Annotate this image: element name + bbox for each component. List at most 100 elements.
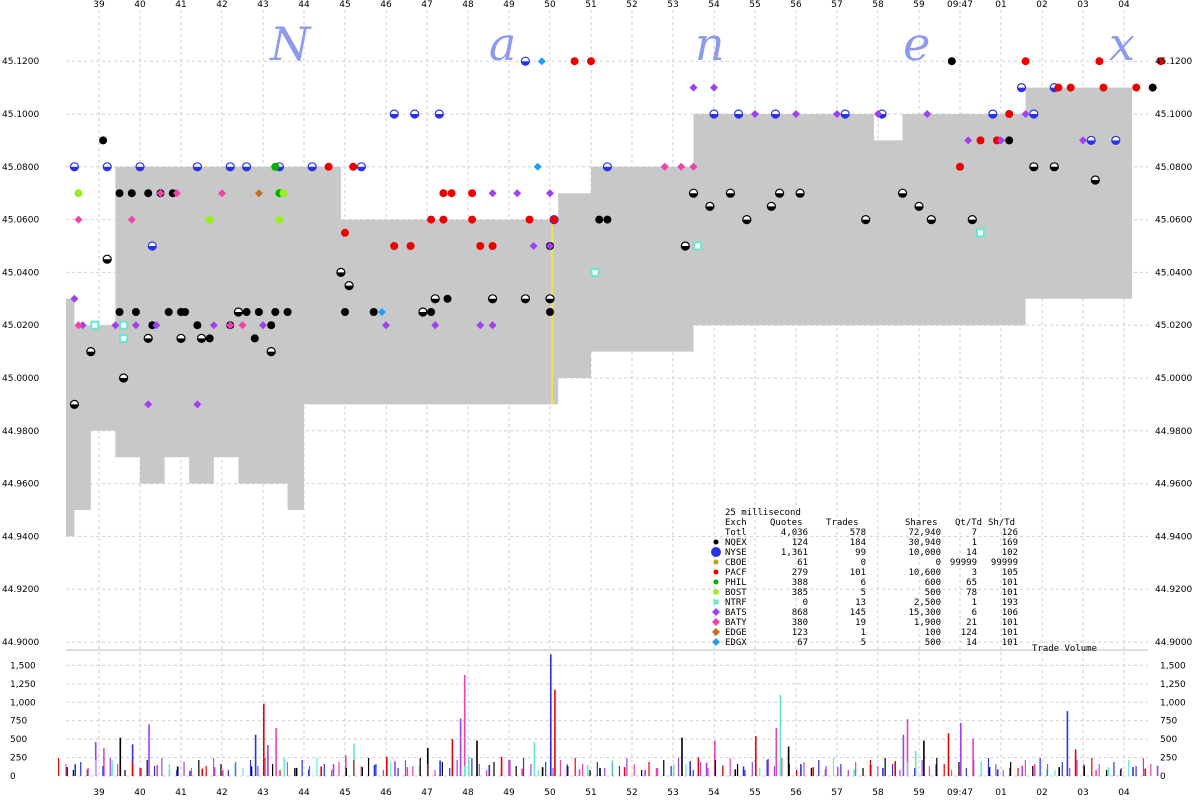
marker-ntrf <box>119 320 129 330</box>
marker-ntrf <box>90 320 100 330</box>
marker-nqex-quote-half <box>103 259 112 264</box>
volume-bar-base <box>227 770 229 776</box>
legend-cell: 0 <box>861 558 866 568</box>
x-tick-label-top: 02 <box>1036 0 1047 10</box>
legend-cell: BOST <box>725 588 747 598</box>
x-tick-label-top: 57 <box>831 0 842 10</box>
volume-bar <box>972 738 974 776</box>
marker-nqex <box>131 308 140 316</box>
marker-bats <box>546 189 554 198</box>
marker-bats <box>792 110 800 118</box>
volume-bar <box>222 770 224 776</box>
legend-cell: 102 <box>1002 548 1018 558</box>
volume-bar <box>644 770 646 776</box>
marker-nqex <box>595 215 604 224</box>
volume-bar-base <box>80 762 82 776</box>
marker-nyse-half <box>390 114 399 118</box>
volume-bar <box>988 767 991 776</box>
volume-bar-base <box>508 760 510 776</box>
marker-bats <box>923 110 932 118</box>
volume-bar-base <box>257 766 259 776</box>
volume-bar-base <box>397 768 399 776</box>
marker-nqex <box>271 308 280 316</box>
marker-nqex <box>168 189 177 198</box>
volume-bar <box>734 769 737 776</box>
volume-bar-base <box>427 764 429 776</box>
legend-header: Qt/Td <box>955 518 982 528</box>
marker-nyse-half <box>734 114 743 118</box>
marker-nqex-quote-half <box>681 246 690 250</box>
marker-nqex <box>341 308 349 316</box>
marker-bats <box>152 321 161 330</box>
volume-bar-base <box>1076 760 1078 776</box>
marker-nqex-quote-half <box>775 193 784 198</box>
price-tick-label-right: 44.9800 <box>1155 427 1192 437</box>
legend-cell: 385 <box>792 588 808 598</box>
legend-swatch <box>713 559 719 565</box>
quote-trade-markers <box>69 56 1165 409</box>
legend-cell: 101 <box>1002 618 1018 628</box>
marker-baty <box>156 189 165 198</box>
legend-swatch <box>713 539 719 545</box>
volume-bar <box>1066 711 1069 776</box>
legend-cell: BATY <box>725 618 747 628</box>
marker-nyse-half <box>136 166 144 171</box>
x-tick-label-bottom: 03 <box>1077 788 1088 798</box>
volume-bar-base <box>94 760 97 776</box>
legend-cell: 3 <box>972 568 977 578</box>
volume-bar-base <box>308 766 311 776</box>
volume-bar <box>345 755 347 776</box>
marker-pacf <box>1095 57 1104 66</box>
x-tick-label-bottom: 47 <box>421 788 432 798</box>
volume-bar <box>94 742 97 776</box>
legend-cell: 99999 <box>991 558 1018 568</box>
legend-header: Sh/Td <box>988 518 1015 528</box>
volume-bar-base <box>1128 760 1130 776</box>
legend-cell: 4,036 <box>781 528 808 538</box>
legend-cell: 0 <box>803 598 808 608</box>
marker-nqex <box>369 308 378 316</box>
marker-nqex <box>603 215 612 224</box>
marker-bats <box>488 321 497 330</box>
volume-bar-base <box>596 762 598 776</box>
volume-bar-base <box>1098 764 1100 776</box>
x-tick-label-bottom: 44 <box>298 788 310 798</box>
marker-nyse-half <box>242 166 251 171</box>
marker-nqex-quote-half <box>1050 166 1059 171</box>
legend-cell: 30,940 <box>908 538 941 548</box>
marker-bats <box>259 321 267 330</box>
volume-bar <box>275 728 277 776</box>
marker-nqex-quote-half <box>742 219 751 224</box>
volume-bar-base <box>58 758 60 776</box>
volume-bar-base <box>928 766 931 776</box>
legend-cell: EDGX <box>725 638 747 648</box>
volume-bar-base <box>131 762 133 776</box>
marker-nqex-quote-half <box>1029 166 1038 171</box>
marker-bats <box>529 242 538 250</box>
marker-bats <box>833 110 841 118</box>
volume-bar <box>439 760 441 776</box>
marker-nyse-half <box>521 61 530 66</box>
marker-nqex <box>283 308 292 316</box>
volume-tick-label-right: 250 <box>1160 754 1177 764</box>
volume-bar <box>406 767 409 776</box>
x-tick-label-top: 54 <box>708 0 720 10</box>
volume-bar-base <box>1091 758 1093 776</box>
marker-nyse-half <box>308 166 317 171</box>
x-tick-label-top: 01 <box>995 0 1006 10</box>
volume-bar-base <box>891 764 894 776</box>
x-tick-label-top: 42 <box>216 0 227 10</box>
volume-bar <box>361 767 363 776</box>
marker-nyse-half <box>148 246 157 250</box>
marker-nqex-quote-half <box>267 351 276 356</box>
marker-nqex <box>267 321 276 330</box>
volume-bar <box>787 746 790 776</box>
marker-nqex-quote-half <box>705 206 714 211</box>
legend-cell: 500 <box>925 638 941 648</box>
legend-cell: 126 <box>1002 528 1018 538</box>
marker-nqex <box>546 308 554 316</box>
x-tick-label-bottom: 01 <box>995 788 1006 798</box>
volume-bar <box>550 654 552 776</box>
legend-cell: 123 <box>792 628 808 638</box>
volume-bar-base <box>412 766 414 776</box>
